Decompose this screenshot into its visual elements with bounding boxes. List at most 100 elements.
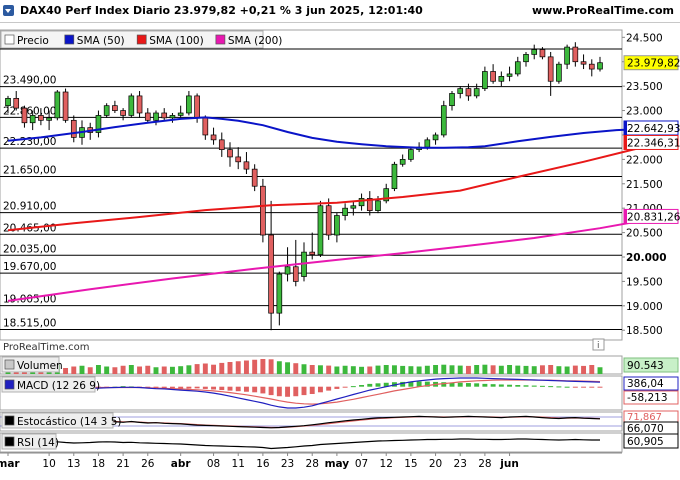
candle[interactable] xyxy=(547,56,554,82)
macd-value-label: 386,04 xyxy=(627,378,664,390)
candle[interactable] xyxy=(564,46,570,65)
candle[interactable] xyxy=(21,107,28,124)
macd-histogram-bar xyxy=(186,386,192,389)
candle[interactable] xyxy=(62,91,69,121)
candle[interactable] xyxy=(399,159,406,165)
candle[interactable] xyxy=(128,95,135,116)
last-value-label: 22.346,31 xyxy=(627,137,680,149)
candle[interactable] xyxy=(218,139,225,150)
candle[interactable] xyxy=(531,49,538,55)
candle[interactable] xyxy=(153,112,159,121)
candle[interactable] xyxy=(457,88,464,94)
candle[interactable] xyxy=(449,93,455,107)
candle[interactable] xyxy=(260,185,266,236)
candle[interactable] xyxy=(490,71,496,82)
candle[interactable] xyxy=(144,112,151,121)
macd-histogram-bar xyxy=(581,386,587,388)
candle[interactable] xyxy=(194,95,200,119)
candle[interactable] xyxy=(251,168,258,187)
candle[interactable] xyxy=(95,115,102,133)
candle[interactable] xyxy=(169,115,176,119)
last-value-marker xyxy=(624,209,627,224)
candle[interactable] xyxy=(408,149,414,160)
candle[interactable] xyxy=(597,62,603,70)
candle[interactable] xyxy=(317,205,324,255)
candle[interactable] xyxy=(556,63,562,82)
collapse-icon[interactable] xyxy=(3,5,14,16)
candle[interactable] xyxy=(235,156,242,163)
volume-bar xyxy=(276,361,282,374)
candle[interactable] xyxy=(276,273,283,314)
candle[interactable] xyxy=(54,91,61,119)
info-icon[interactable] xyxy=(592,338,605,351)
stochastic-k-value-label: 66,070 xyxy=(627,423,664,435)
candle[interactable] xyxy=(588,63,595,70)
candle[interactable] xyxy=(514,61,521,75)
level-line-label: 23.490,00 xyxy=(3,75,56,87)
candle[interactable] xyxy=(375,200,381,211)
volume-bar xyxy=(424,365,430,374)
candle[interactable] xyxy=(268,234,274,314)
volume-bar xyxy=(268,359,274,374)
candle[interactable] xyxy=(572,46,579,63)
candle[interactable] xyxy=(440,105,447,136)
volume-bar xyxy=(202,363,208,374)
candle[interactable] xyxy=(177,112,184,116)
candle[interactable] xyxy=(391,163,398,190)
legend-label: SMA (50) xyxy=(77,35,125,47)
candle[interactable] xyxy=(29,115,36,124)
candle[interactable] xyxy=(309,251,316,255)
candle[interactable] xyxy=(465,88,472,97)
candle[interactable] xyxy=(210,134,217,141)
candle[interactable] xyxy=(112,105,118,111)
candle[interactable] xyxy=(580,61,587,65)
candle[interactable] xyxy=(539,49,546,58)
candle[interactable] xyxy=(523,54,529,63)
candle[interactable] xyxy=(473,88,480,97)
candle[interactable] xyxy=(366,198,373,211)
candle[interactable] xyxy=(136,95,143,114)
candle[interactable] xyxy=(432,134,439,141)
volume-bar xyxy=(178,366,184,374)
candle[interactable] xyxy=(120,110,126,116)
candle[interactable] xyxy=(350,205,357,209)
candle[interactable] xyxy=(334,215,340,236)
candle[interactable] xyxy=(202,117,209,136)
level-line-label: 21.650,00 xyxy=(3,164,56,176)
last-value-marker xyxy=(624,135,627,150)
candle[interactable] xyxy=(482,71,488,89)
candle[interactable] xyxy=(161,112,168,119)
x-tick-label: mar xyxy=(0,458,20,470)
candle[interactable] xyxy=(70,119,77,138)
candle[interactable] xyxy=(13,97,20,109)
candle[interactable] xyxy=(243,161,250,170)
volume-bar xyxy=(400,365,406,374)
candle[interactable] xyxy=(424,139,431,148)
title-bar: DAX40 Perf Index Diario 23.979,82 +0,21 … xyxy=(0,0,680,23)
macd-histogram-bar xyxy=(243,386,249,392)
candle[interactable] xyxy=(284,266,291,275)
macd-histogram-bar xyxy=(293,386,299,397)
candle[interactable] xyxy=(292,266,299,282)
y-tick-label: 20.500 xyxy=(626,228,663,240)
candle[interactable] xyxy=(103,105,110,116)
candle[interactable] xyxy=(506,73,513,77)
candle[interactable] xyxy=(227,149,233,158)
volume-bar xyxy=(219,362,225,374)
site-label[interactable]: www.ProRealTime.com xyxy=(531,4,674,17)
y-tick-label: 23.000 xyxy=(626,106,663,118)
candle[interactable] xyxy=(186,95,192,114)
volume-bar xyxy=(342,365,348,374)
volume-bar xyxy=(120,365,126,374)
candle[interactable] xyxy=(383,188,390,202)
candle[interactable] xyxy=(342,207,348,216)
candle[interactable] xyxy=(5,97,11,107)
chart-area[interactable]: 24.260,0023.490,0022.860,0022.230,0021.6… xyxy=(0,22,680,480)
candle[interactable] xyxy=(38,115,44,121)
candle[interactable] xyxy=(46,117,52,121)
candle[interactable] xyxy=(358,198,365,207)
last-value-marker xyxy=(624,120,627,135)
candle[interactable] xyxy=(325,205,332,236)
candle[interactable] xyxy=(498,76,505,82)
volume-bar xyxy=(194,364,200,374)
